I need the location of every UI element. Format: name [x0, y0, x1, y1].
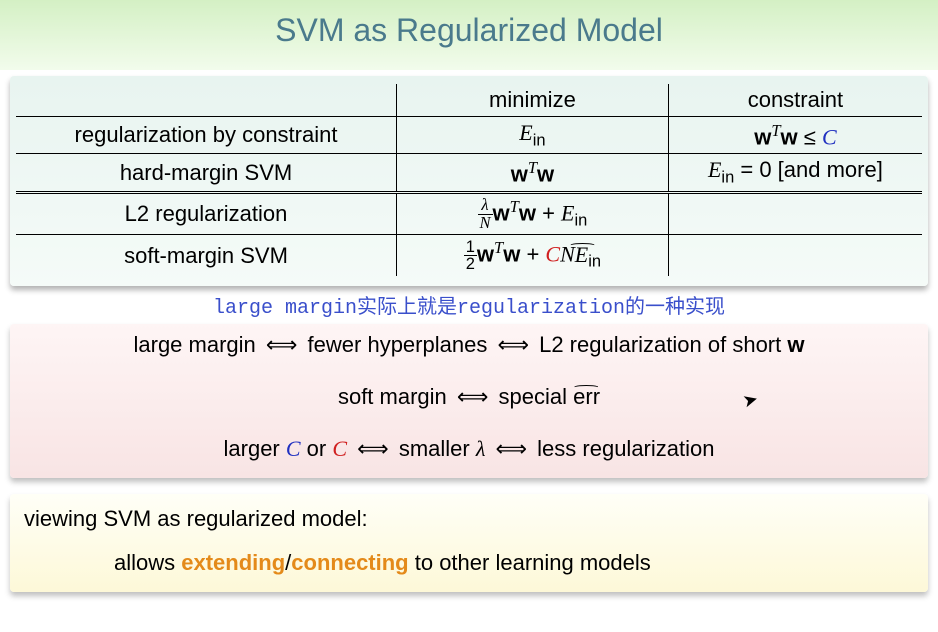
equiv-line-1: large margin ⟺ fewer hyperplanes ⟺ L2 re… [20, 332, 918, 358]
table-header-row: minimize constraint [16, 84, 922, 117]
table-row: soft-margin SVM 12wTw + CNEin [16, 235, 922, 276]
header: SVM as Regularized Model [0, 0, 938, 70]
equivalence-panel: large margin ⟺ fewer hyperplanes ⟺ L2 re… [10, 324, 928, 478]
row-label: soft-margin SVM [16, 235, 397, 276]
row-constraint: Ein = 0 [and more] [668, 154, 922, 192]
table-row: L2 regularization λNwTw + Ein [16, 192, 922, 235]
row-minimize: wTw [397, 154, 669, 192]
equiv-line-3: larger C or C ⟺ smaller λ ⟺ less regular… [20, 436, 918, 462]
row-label: regularization by constraint [16, 117, 397, 154]
header-minimize: minimize [397, 84, 669, 117]
page-title: SVM as Regularized Model [0, 12, 938, 49]
equiv-line-2: soft margin ⟺ special err [20, 384, 918, 410]
row-minimize: λNwTw + Ein [397, 192, 669, 235]
row-constraint [668, 235, 922, 276]
summary-panel: viewing SVM as regularized model: allows… [10, 494, 928, 592]
annotation-text: large margin实际上就是regularization的一种实现 [213, 297, 725, 320]
summary-line-1: viewing SVM as regularized model: [24, 506, 914, 532]
row-label: hard-margin SVM [16, 154, 397, 192]
annotation-row: large margin实际上就是regularization的一种实现 [0, 286, 938, 308]
row-constraint [668, 192, 922, 235]
table-row: regularization by constraint Ein wTw ≤ C [16, 117, 922, 154]
row-constraint: wTw ≤ C [668, 117, 922, 154]
comparison-table-panel: minimize constraint regularization by co… [10, 76, 928, 286]
summary-line-2: allows extending/connecting to other lea… [114, 550, 914, 576]
comparison-table: minimize constraint regularization by co… [16, 84, 922, 276]
row-label: L2 regularization [16, 192, 397, 235]
row-minimize: Ein [397, 117, 669, 154]
header-constraint: constraint [668, 84, 922, 117]
table-row: hard-margin SVM wTw Ein = 0 [and more] [16, 154, 922, 192]
row-minimize: 12wTw + CNEin [397, 235, 669, 276]
header-empty [16, 84, 397, 117]
